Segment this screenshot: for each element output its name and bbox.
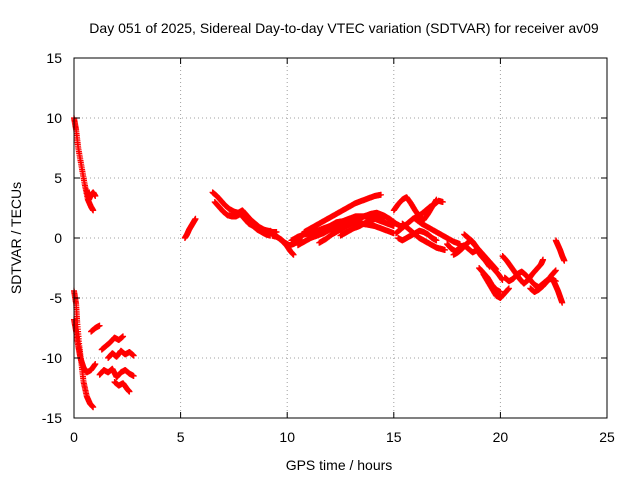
y-tick-label: 10 <box>46 110 62 126</box>
data-point <box>90 404 97 411</box>
data-point <box>130 352 137 359</box>
data-point <box>378 191 385 198</box>
data-point <box>92 193 99 199</box>
y-tick-label: -10 <box>42 350 62 366</box>
data-point <box>552 267 559 274</box>
x-tick-label: 0 <box>70 429 78 445</box>
x-tick-label: 5 <box>177 429 185 445</box>
x-tick-label: 10 <box>279 429 295 445</box>
data-point <box>130 373 137 379</box>
y-tick-label: -5 <box>50 290 63 306</box>
data-point <box>126 388 133 395</box>
data-point <box>192 215 199 222</box>
data-point <box>561 257 568 264</box>
data-point <box>559 299 566 306</box>
y-tick-label: 15 <box>46 50 62 66</box>
chart-title: Day 051 of 2025, Sidereal Day-to-day VTE… <box>89 20 599 36</box>
grid-lines <box>74 58 607 418</box>
y-tick-label: 0 <box>54 230 62 246</box>
data-points <box>71 115 568 411</box>
data-point <box>505 285 512 292</box>
data-point <box>540 256 547 263</box>
data-point <box>92 361 99 367</box>
data-point <box>290 251 297 258</box>
axis-ticks: 0 5 10 15 20 25 -15 -10 -5 0 5 10 15 <box>42 50 615 445</box>
y-tick-label: 5 <box>54 170 62 186</box>
data-point <box>433 237 440 244</box>
data-point <box>96 322 103 329</box>
y-tick-label: -15 <box>42 410 62 426</box>
data-point <box>497 289 504 295</box>
data-point <box>90 207 97 214</box>
x-tick-label: 15 <box>386 429 402 445</box>
y-axis-label: SDTVAR / TECUs <box>8 182 24 294</box>
data-point <box>439 199 446 205</box>
data-point <box>382 213 389 220</box>
x-tick-label: 25 <box>599 429 615 445</box>
data-point <box>441 247 448 253</box>
x-axis-label: GPS time / hours <box>286 457 393 473</box>
data-point <box>120 333 127 340</box>
x-tick-label: 20 <box>493 429 509 445</box>
